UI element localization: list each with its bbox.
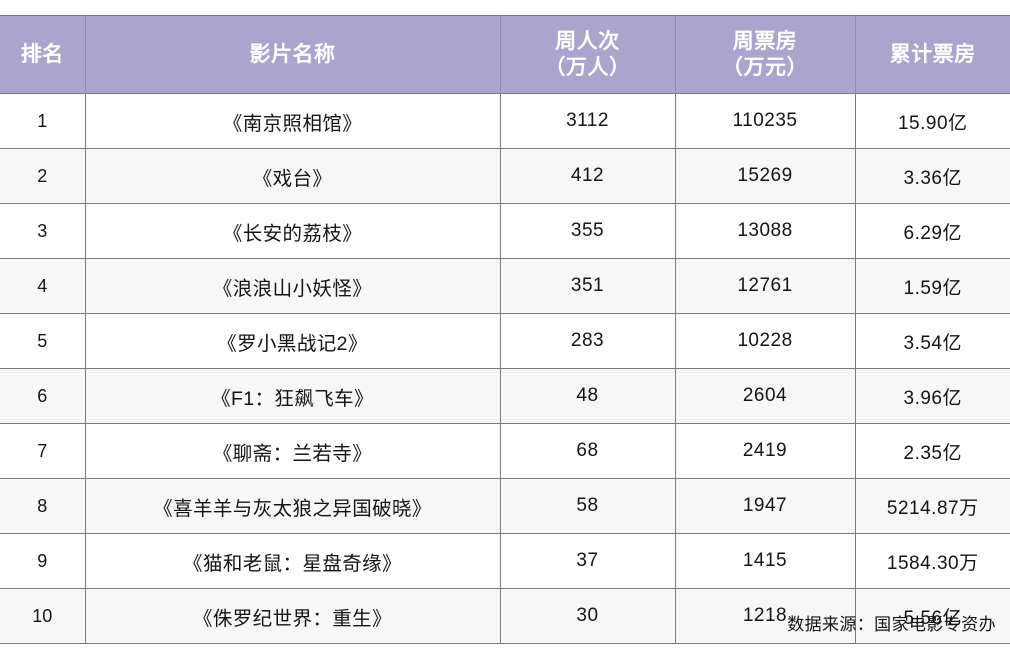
cell-rank: 9 (0, 533, 86, 589)
cell-cumulative-gross: 5.56亿 (854, 588, 1010, 644)
cell-rank: 7 (0, 423, 86, 479)
cell-weekly-gross: 2604 (674, 368, 856, 424)
table-row: 2 《戏台》 412 15269 3.36亿 (0, 148, 1010, 204)
cell-rank: 4 (0, 258, 86, 314)
cell-cumulative-gross: 5214.87万 (854, 478, 1010, 534)
column-header-admissions: 周人次 （万人） (499, 15, 676, 94)
table-header: 排名 影片名称 周人次 （万人） 周票房 （万元） 累计票房 (0, 15, 1010, 94)
cell-weekly-gross: 13088 (674, 203, 856, 259)
cell-film-title: 《猫和老鼠：星盘奇缘》 (84, 533, 501, 589)
table-row: 4 《浪浪山小妖怪》 351 12761 1.59亿 (0, 258, 1010, 314)
cell-cumulative-gross: 1.59亿 (854, 258, 1010, 314)
table-row: 6 《F1：狂飙飞车》 48 2604 3.96亿 (0, 368, 1010, 424)
cell-film-title: 《F1：狂飙飞车》 (84, 368, 501, 424)
cell-rank: 8 (0, 478, 86, 534)
column-header-rank-label: 排名 (20, 42, 64, 66)
table-row: 8 《喜羊羊与灰太狼之异国破晓》 58 1947 5214.87万 (0, 478, 1010, 534)
column-header-admissions-label: 周人次 (555, 29, 620, 53)
cell-admissions: 283 (499, 313, 676, 369)
cell-weekly-gross: 110235 (674, 93, 856, 149)
cell-film-title: 《浪浪山小妖怪》 (84, 258, 501, 314)
table-body: 1 《南京照相馆》 3112 110235 15.90亿 2 《戏台》 412 15269 3.3… (0, 93, 1010, 644)
column-header-weekly-gross: 周票房 （万元） (674, 15, 856, 94)
cell-cumulative-gross: 3.54亿 (854, 313, 1010, 369)
column-header-title: 影片名称 (84, 15, 501, 94)
cell-weekly-gross: 1947 (674, 478, 856, 534)
column-header-admissions-unit: （万人） (544, 55, 631, 79)
cell-cumulative-gross: 15.90亿 (854, 93, 1010, 149)
column-header-weekly-gross-label: 周票房 (732, 29, 798, 53)
cell-admissions: 412 (499, 148, 676, 204)
cell-weekly-gross: 1415 (674, 533, 856, 589)
cell-weekly-gross: 2419 (674, 423, 856, 479)
table-header-row: 排名 影片名称 周人次 （万人） 周票房 （万元） 累计票房 (0, 15, 1010, 94)
cell-rank: 10 (0, 588, 86, 644)
cell-film-title: 《长安的荔枝》 (84, 203, 501, 259)
data-source-note: 数据来源：国家电影专资办 (787, 615, 996, 634)
table-row: 3 《长安的荔枝》 355 13088 6.29亿 (0, 203, 1010, 259)
cell-rank: 2 (0, 148, 86, 204)
cell-admissions: 351 (499, 258, 676, 314)
table-row: 5 《罗小黑战记2》 283 10228 3.54亿 (0, 313, 1010, 369)
cell-weekly-gross: 15269 (674, 148, 856, 204)
cell-film-title: 《喜羊羊与灰太狼之异国破晓》 (84, 478, 501, 534)
table-row: 9 《猫和老鼠：星盘奇缘》 37 1415 1584.30万 (0, 533, 1010, 589)
cell-cumulative-gross: 3.36亿 (854, 148, 1010, 204)
cell-film-title: 《戏台》 (84, 148, 501, 204)
cell-admissions: 3112 (499, 93, 676, 149)
cell-film-title: 《聊斋：兰若寺》 (84, 423, 501, 479)
cell-cumulative-gross: 1584.30万 (854, 533, 1010, 589)
column-header-weekly-gross-unit: （万元） (722, 55, 808, 79)
cell-film-title: 《南京照相馆》 (84, 93, 501, 149)
cell-admissions: 30 (499, 588, 676, 644)
cell-weekly-gross: 1218 (674, 588, 856, 644)
cell-film-title: 《罗小黑战记2》 (84, 313, 501, 369)
cell-rank: 3 (0, 203, 86, 259)
cell-weekly-gross: 12761 (674, 258, 856, 314)
cell-admissions: 37 (499, 533, 676, 589)
column-header-cumulative-gross: 累计票房 (854, 15, 1010, 94)
column-header-rank: 排名 (0, 15, 86, 94)
cell-admissions: 48 (499, 368, 676, 424)
cell-rank: 6 (0, 368, 86, 424)
cell-rank: 5 (0, 313, 86, 369)
cell-cumulative-gross: 2.35亿 (854, 423, 1010, 479)
cell-admissions: 58 (499, 478, 676, 534)
table-row: 1 《南京照相馆》 3112 110235 15.90亿 (0, 93, 1010, 149)
table-row: 10 《侏罗纪世界：重生》 30 1218 5.56亿 (0, 588, 1010, 644)
cell-weekly-gross: 10228 (674, 313, 856, 369)
cell-rank: 1 (0, 93, 86, 149)
column-header-title-label: 影片名称 (249, 42, 336, 66)
column-header-cumulative-gross-label: 累计票房 (889, 42, 976, 66)
cell-cumulative-gross: 3.96亿 (854, 368, 1010, 424)
boxoffice-table: 排名 影片名称 周人次 （万人） 周票房 （万元） 累计票房 (0, 15, 1010, 644)
cell-admissions: 355 (499, 203, 676, 259)
cell-cumulative-gross: 6.29亿 (854, 203, 1010, 259)
cell-admissions: 68 (499, 423, 676, 479)
cell-film-title: 《侏罗纪世界：重生》 (84, 588, 501, 644)
boxoffice-table-container: 排名 影片名称 周人次 （万人） 周票房 （万元） 累计票房 (0, 15, 1010, 644)
table-row: 7 《聊斋：兰若寺》 68 2419 2.35亿 (0, 423, 1010, 479)
